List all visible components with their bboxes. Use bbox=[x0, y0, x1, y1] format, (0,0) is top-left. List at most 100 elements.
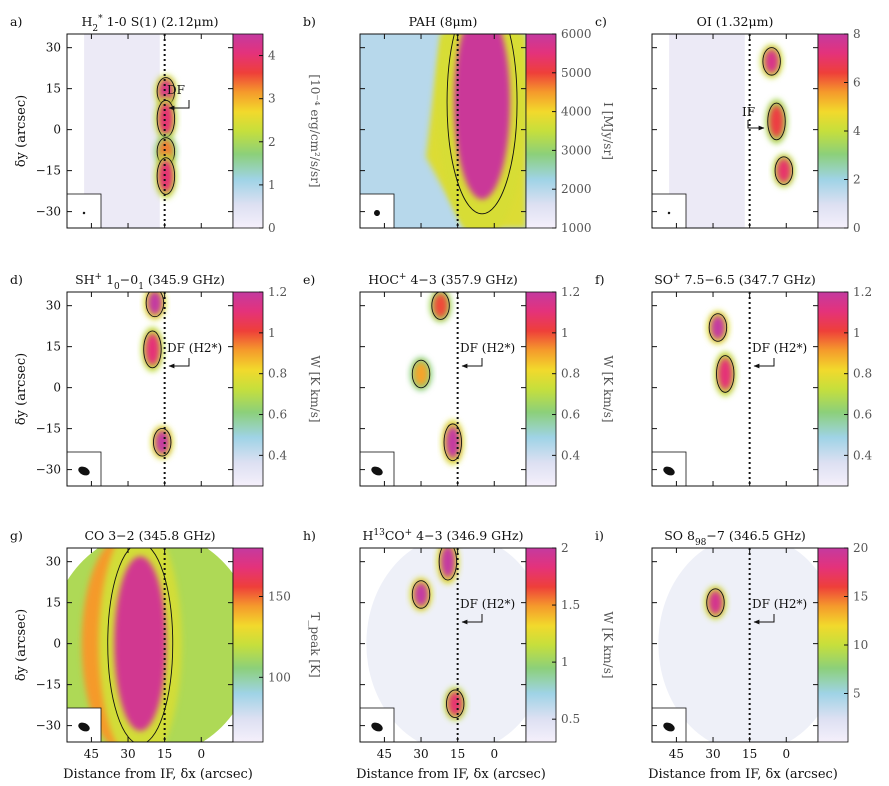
panel-b: b) PAH (8μm) 1000 2000 3000 4000 5000 6000 I [MJ… bbox=[303, 14, 615, 235]
map-contour bbox=[107, 548, 174, 742]
annotation-arrow bbox=[461, 358, 483, 369]
map-feature bbox=[776, 158, 791, 183]
y-axis-label: δy (arcsec) bbox=[14, 353, 29, 425]
x-axis-label: Distance from IF, δx (arcsec) bbox=[648, 767, 838, 782]
x-tick-label: 30 bbox=[413, 747, 428, 761]
colorbar-tick-label: 1 bbox=[561, 326, 569, 340]
beam-ellipse bbox=[663, 466, 675, 476]
panel-letter: f) bbox=[595, 272, 605, 287]
y-tick-label: 0 bbox=[53, 381, 61, 395]
map-feature bbox=[454, 34, 511, 200]
panel-annotation: DF (H2*) bbox=[460, 341, 515, 355]
colorbar bbox=[232, 291, 264, 487]
y-tick-label: −15 bbox=[36, 164, 61, 178]
colorbar-tick-label: 0.8 bbox=[853, 367, 872, 381]
colorbar-label: W [K km/s] bbox=[601, 611, 615, 678]
colorbar-tick-label: 1000 bbox=[561, 221, 592, 235]
map-feature bbox=[710, 315, 725, 340]
colorbar-label: I [MJy/sr] bbox=[601, 102, 615, 160]
map-feature bbox=[448, 691, 463, 716]
panel-letter: e) bbox=[303, 272, 315, 287]
colorbar-tick-label: 1.5 bbox=[561, 598, 580, 612]
panel-letter: g) bbox=[10, 528, 23, 543]
annotation-arrow bbox=[753, 614, 775, 625]
y-tick-label: −15 bbox=[36, 422, 61, 436]
map-footprint bbox=[658, 548, 818, 742]
x-tick-label: 15 bbox=[742, 747, 757, 761]
map-feature bbox=[440, 548, 455, 578]
colorbar-tick-label: 5000 bbox=[561, 66, 592, 80]
panel-h: 45 30 15 0 Distance from IF, δx (arcsec) h) H1… bbox=[303, 528, 615, 782]
colorbar-tick-label: 0.4 bbox=[561, 448, 580, 462]
map-contour bbox=[411, 359, 431, 389]
colorbar-tick-label: 0.8 bbox=[268, 367, 287, 381]
y-tick-label: 15 bbox=[46, 340, 61, 354]
map-contour bbox=[706, 588, 725, 617]
beam-ellipse bbox=[374, 210, 380, 216]
map-feature bbox=[158, 79, 173, 104]
y-tick-label: 0 bbox=[53, 123, 61, 137]
panel-annotation: IF bbox=[742, 105, 755, 119]
y-tick-label: −30 bbox=[36, 205, 61, 219]
y-tick-label: 15 bbox=[46, 596, 61, 610]
colorbar bbox=[525, 291, 557, 487]
colorbar-tick-label: 1.2 bbox=[853, 285, 872, 299]
panel-annotation: DF (H2*) bbox=[752, 341, 807, 355]
colorbar-tick-label: 1 bbox=[853, 326, 861, 340]
colorbar-tick-label: 0.6 bbox=[268, 408, 287, 422]
map-feature bbox=[145, 333, 160, 366]
panel-title: SO+ 7.5−6.5 (347.7 GHz) bbox=[654, 272, 816, 287]
x-tick-label: 15 bbox=[450, 747, 465, 761]
beam-box bbox=[66, 451, 102, 487]
y-tick-label: 30 bbox=[46, 299, 61, 313]
colorbar-tick-label: 1 bbox=[268, 178, 276, 192]
x-tick-label: 15 bbox=[157, 747, 172, 761]
colorbar-tick-label: 0.4 bbox=[853, 448, 872, 462]
panel-title: H2* 1-0 S(1) (2.12μm) bbox=[81, 14, 218, 34]
map-feature bbox=[433, 293, 448, 318]
map-contour bbox=[156, 157, 176, 195]
map-contour bbox=[716, 355, 735, 393]
map-area bbox=[652, 548, 818, 742]
x-tick-label: 45 bbox=[669, 747, 684, 761]
beam-ellipse bbox=[82, 211, 86, 215]
beam-ellipse bbox=[371, 722, 383, 732]
colorbar-tick-label: 6000 bbox=[561, 27, 592, 41]
beam-ellipse bbox=[371, 466, 383, 476]
map-contour bbox=[767, 102, 786, 141]
map-feature bbox=[414, 361, 429, 386]
map-contour bbox=[431, 292, 450, 320]
colorbar-tick-label: 0 bbox=[853, 221, 861, 235]
panel-e: e) HOC+ 4−3 (357.9 GHz) DF (H2*) 0.4 0.6 0.8 1… bbox=[303, 272, 615, 487]
y-tick-label: 15 bbox=[46, 82, 61, 96]
map-feature bbox=[708, 590, 723, 615]
colorbar-tick-label: 8 bbox=[853, 27, 861, 41]
map-feature bbox=[147, 292, 162, 315]
colorbar-tick-label: 1.2 bbox=[268, 285, 287, 299]
beam-box bbox=[359, 707, 395, 743]
y-tick-label: −30 bbox=[36, 719, 61, 733]
map-contour bbox=[446, 34, 518, 215]
colorbar-tick-label: 1 bbox=[268, 326, 276, 340]
panel-annotation: DF (H2*) bbox=[460, 597, 515, 611]
y-axis-label: δy (arcsec) bbox=[14, 95, 29, 167]
colorbar-tick-label: 2 bbox=[853, 173, 861, 187]
colorbar-tick-label: 0.6 bbox=[853, 408, 872, 422]
panel-letter: b) bbox=[303, 14, 316, 29]
beam-box bbox=[651, 451, 687, 487]
annotation-arrow bbox=[168, 358, 190, 369]
beam-ellipse bbox=[78, 722, 90, 732]
beam-box bbox=[651, 707, 687, 743]
colorbar-tick-label: 2000 bbox=[561, 182, 592, 196]
y-tick-label: 30 bbox=[46, 555, 61, 569]
map-contour bbox=[145, 292, 165, 318]
colorbar-tick-label: 2 bbox=[268, 135, 276, 149]
colorbar-label: [10⁻⁴ erg/cm²/s/sr] bbox=[308, 74, 322, 187]
colorbar-label: W [K km/s] bbox=[601, 355, 615, 422]
colorbar-tick-label: 2 bbox=[561, 541, 569, 555]
y-tick-label: 30 bbox=[46, 41, 61, 55]
map-contour bbox=[438, 548, 458, 581]
